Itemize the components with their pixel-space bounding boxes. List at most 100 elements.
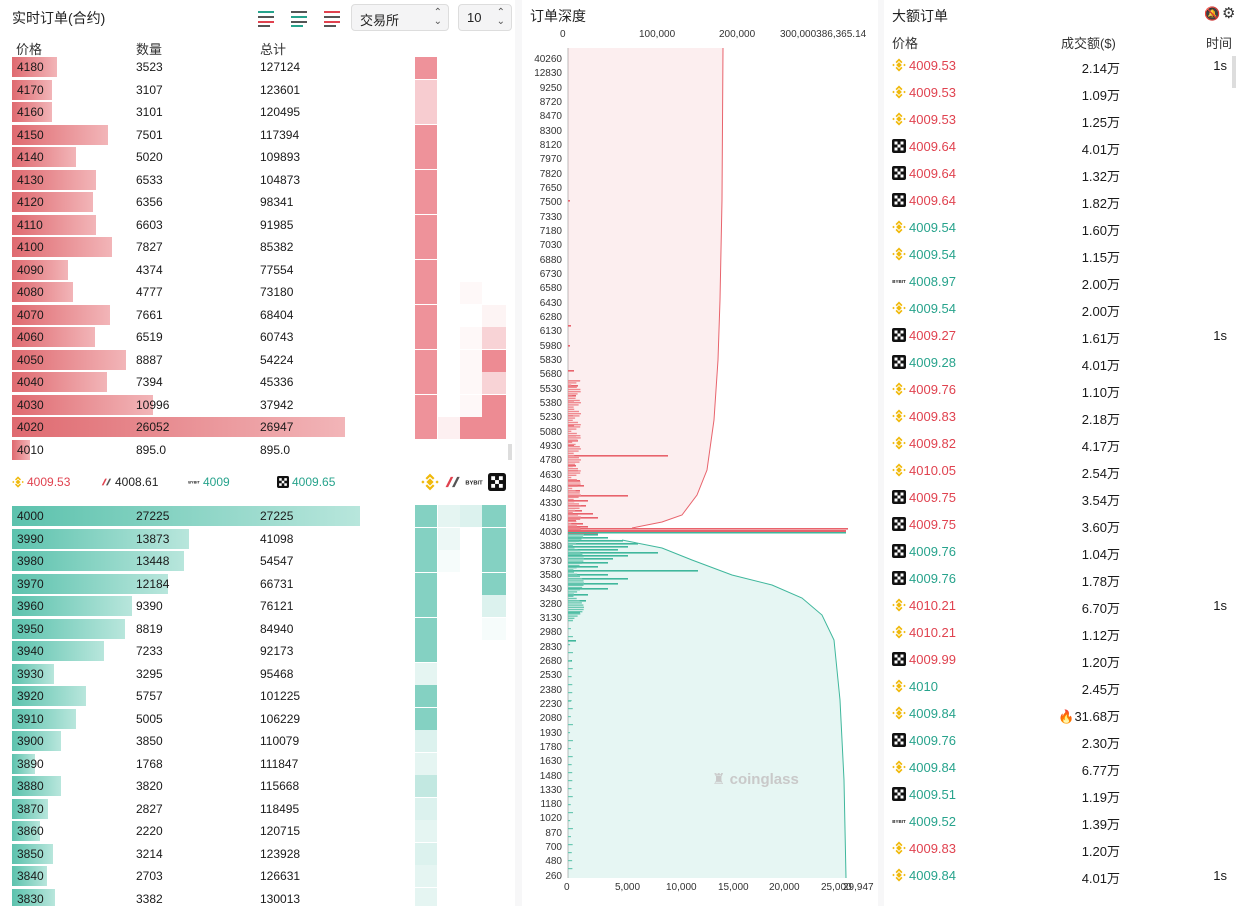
- large-order-row[interactable]: 4009.27 1.61万 1s: [892, 323, 1242, 350]
- ask-row[interactable]: 4070 7661 68404: [12, 304, 360, 325]
- mute-bell-icon[interactable]: 🔕: [1204, 6, 1221, 21]
- bid-row[interactable]: 3830 3382 130013: [12, 888, 360, 906]
- large-order-row[interactable]: 4009.54 2.00万: [892, 296, 1242, 323]
- bid-price: 3850: [17, 846, 44, 861]
- large-order-row[interactable]: 4009.84 🔥31.68万: [892, 701, 1242, 728]
- large-order-row[interactable]: 4009.82 4.17万: [892, 431, 1242, 458]
- large-order-row[interactable]: BYBIT 4008.97 2.00万: [892, 269, 1242, 296]
- scrollbar[interactable]: [508, 444, 512, 460]
- ask-row[interactable]: 4020 26052 26947: [12, 416, 360, 437]
- large-order-row[interactable]: 4009.84 4.01万 1s: [892, 863, 1242, 890]
- heatmap-column-bybit[interactable]: BYBIT: [465, 473, 483, 491]
- ask-row[interactable]: 4120 6356 98341: [12, 191, 360, 212]
- price-axis-tick: 3730: [539, 555, 562, 567]
- gear-icon[interactable]: ⚙: [1222, 5, 1236, 22]
- large-order-row[interactable]: 4009.76 2.30万: [892, 728, 1242, 755]
- heatmap-column-bitmex[interactable]: [443, 473, 461, 491]
- binance-logo-icon: [892, 58, 906, 72]
- ask-depth-bar: [12, 439, 30, 460]
- ask-row[interactable]: 4170 3107 123601: [12, 79, 360, 100]
- ask-row[interactable]: 4030 10996 37942: [12, 394, 360, 415]
- bid-row[interactable]: 3880 3820 115668: [12, 775, 360, 796]
- large-order-row[interactable]: 4009.76 1.10万: [892, 377, 1242, 404]
- bid-row[interactable]: 3930 3295 95468: [12, 663, 360, 684]
- heat-cell: [415, 282, 437, 304]
- bid-row[interactable]: 3860 2220 120715: [12, 820, 360, 841]
- bid-row[interactable]: 3920 5757 101225: [12, 685, 360, 706]
- large-order-row[interactable]: 4009.75 3.60万: [892, 512, 1242, 539]
- ask-row[interactable]: 4010 895.0 895.0: [12, 439, 360, 460]
- bid-volume-bar: [568, 660, 571, 662]
- large-order-row[interactable]: 4009.64 4.01万: [892, 134, 1242, 161]
- large-order-row[interactable]: 4009.28 4.01万: [892, 350, 1242, 377]
- large-order-row[interactable]: 4009.64 1.32万: [892, 161, 1242, 188]
- bid-row[interactable]: 3870 2827 118495: [12, 798, 360, 819]
- ask-row[interactable]: 4080 4777 73180: [12, 281, 360, 302]
- ask-row[interactable]: 4110 6603 91985: [12, 214, 360, 235]
- large-order-row[interactable]: 4009.53 1.09万: [892, 80, 1242, 107]
- ask-row[interactable]: 4130 6533 104873: [12, 169, 360, 190]
- bid-row[interactable]: 3940 7233 92173: [12, 640, 360, 661]
- large-order-row[interactable]: 4009.53 2.14万 1s: [892, 53, 1242, 80]
- bid-row[interactable]: 3990 13873 41098: [12, 528, 360, 549]
- large-order-row[interactable]: 4009.76 1.78万: [892, 566, 1242, 593]
- ask-depth-bar: [12, 327, 96, 347]
- large-order-row[interactable]: 4009.83 2.18万: [892, 404, 1242, 431]
- ask-row[interactable]: 4140 5020 109893: [12, 146, 360, 167]
- bid-row[interactable]: 3910 5005 106229: [12, 708, 360, 729]
- scrollbar[interactable]: [1232, 56, 1236, 88]
- bid-row[interactable]: 3900 3850 110079: [12, 730, 360, 751]
- large-order-row[interactable]: 4009.83 1.20万: [892, 836, 1242, 863]
- ask-volume-bar: [568, 474, 577, 476]
- heatmap-column-binance[interactable]: [421, 473, 439, 491]
- ask-row[interactable]: 4060 6519 60743: [12, 326, 360, 347]
- bid-row[interactable]: 3950 8819 84940: [12, 618, 360, 639]
- large-order-row[interactable]: 4009.99 1.20万: [892, 647, 1242, 674]
- bid-depth-bar: [12, 618, 125, 639]
- bid-row[interactable]: 4000 27225 27225: [12, 505, 360, 526]
- exchange-select[interactable]: 交易所 ⌃ ⌄: [351, 4, 449, 31]
- large-order-row[interactable]: 4009.54 1.60万: [892, 215, 1242, 242]
- ask-volume-bar: [568, 455, 668, 457]
- large-order-row[interactable]: 4009.75 3.54万: [892, 485, 1242, 512]
- ask-volume-bar: [568, 399, 580, 402]
- mid-price-marker: [568, 530, 846, 532]
- ask-row[interactable]: 4150 7501 117394: [12, 124, 360, 145]
- ask-row[interactable]: 4180 3523 127124: [12, 56, 360, 77]
- bid-row[interactable]: 3890 1768 111847: [12, 753, 360, 774]
- bid-volume-bar: [568, 562, 608, 564]
- large-order-row[interactable]: 4010.21 1.12万: [892, 620, 1242, 647]
- ask-row[interactable]: 4090 4374 77554: [12, 259, 360, 280]
- bid-row[interactable]: 3840 2703 126631: [12, 865, 360, 886]
- bid-row[interactable]: 3980 13448 54547: [12, 550, 360, 571]
- large-order-row[interactable]: 4010 2.45万: [892, 674, 1242, 701]
- large-order-row[interactable]: 4009.84 6.77万: [892, 755, 1242, 782]
- ask-row[interactable]: 4160 3101 120495: [12, 101, 360, 122]
- heatmap-column-okx[interactable]: [488, 473, 506, 491]
- large-order-time: 1s: [1213, 58, 1227, 73]
- bid-qty: 12184: [136, 576, 170, 591]
- large-order-row[interactable]: 4010.21 6.70万 1s: [892, 593, 1242, 620]
- bid-row[interactable]: 3970 12184 66731: [12, 573, 360, 594]
- ask-row[interactable]: 4040 7394 45336: [12, 371, 360, 392]
- large-order-row[interactable]: 4009.51 1.19万: [892, 782, 1242, 809]
- ask-total: 104873: [260, 172, 301, 187]
- large-order-price: 4008.97: [909, 274, 956, 289]
- large-order-row[interactable]: 4010.05 2.54万: [892, 458, 1242, 485]
- large-order-row[interactable]: BYBIT 4009.52 1.39万: [892, 809, 1242, 836]
- large-order-row[interactable]: 4009.64 1.82万: [892, 188, 1242, 215]
- large-order-row[interactable]: 4009.76 1.04万: [892, 539, 1242, 566]
- view-bids-icon[interactable]: [285, 9, 309, 27]
- view-asks-icon[interactable]: [318, 9, 342, 27]
- depth-select[interactable]: 10 ⌃ ⌄: [458, 4, 512, 31]
- view-both-icon[interactable]: [252, 9, 276, 27]
- ask-volume-bar: [568, 424, 581, 426]
- bid-row[interactable]: 3850 3214 123928: [12, 843, 360, 864]
- large-order-row[interactable]: 4009.53 1.25万: [892, 107, 1242, 134]
- heat-cell: [460, 372, 482, 394]
- bid-row[interactable]: 3960 9390 76121: [12, 595, 360, 616]
- ask-row[interactable]: 4100 7827 85382: [12, 236, 360, 257]
- large-order-row[interactable]: 4009.54 1.15万: [892, 242, 1242, 269]
- bid-volume-bar: [568, 604, 584, 606]
- ask-row[interactable]: 4050 8887 54224: [12, 349, 360, 370]
